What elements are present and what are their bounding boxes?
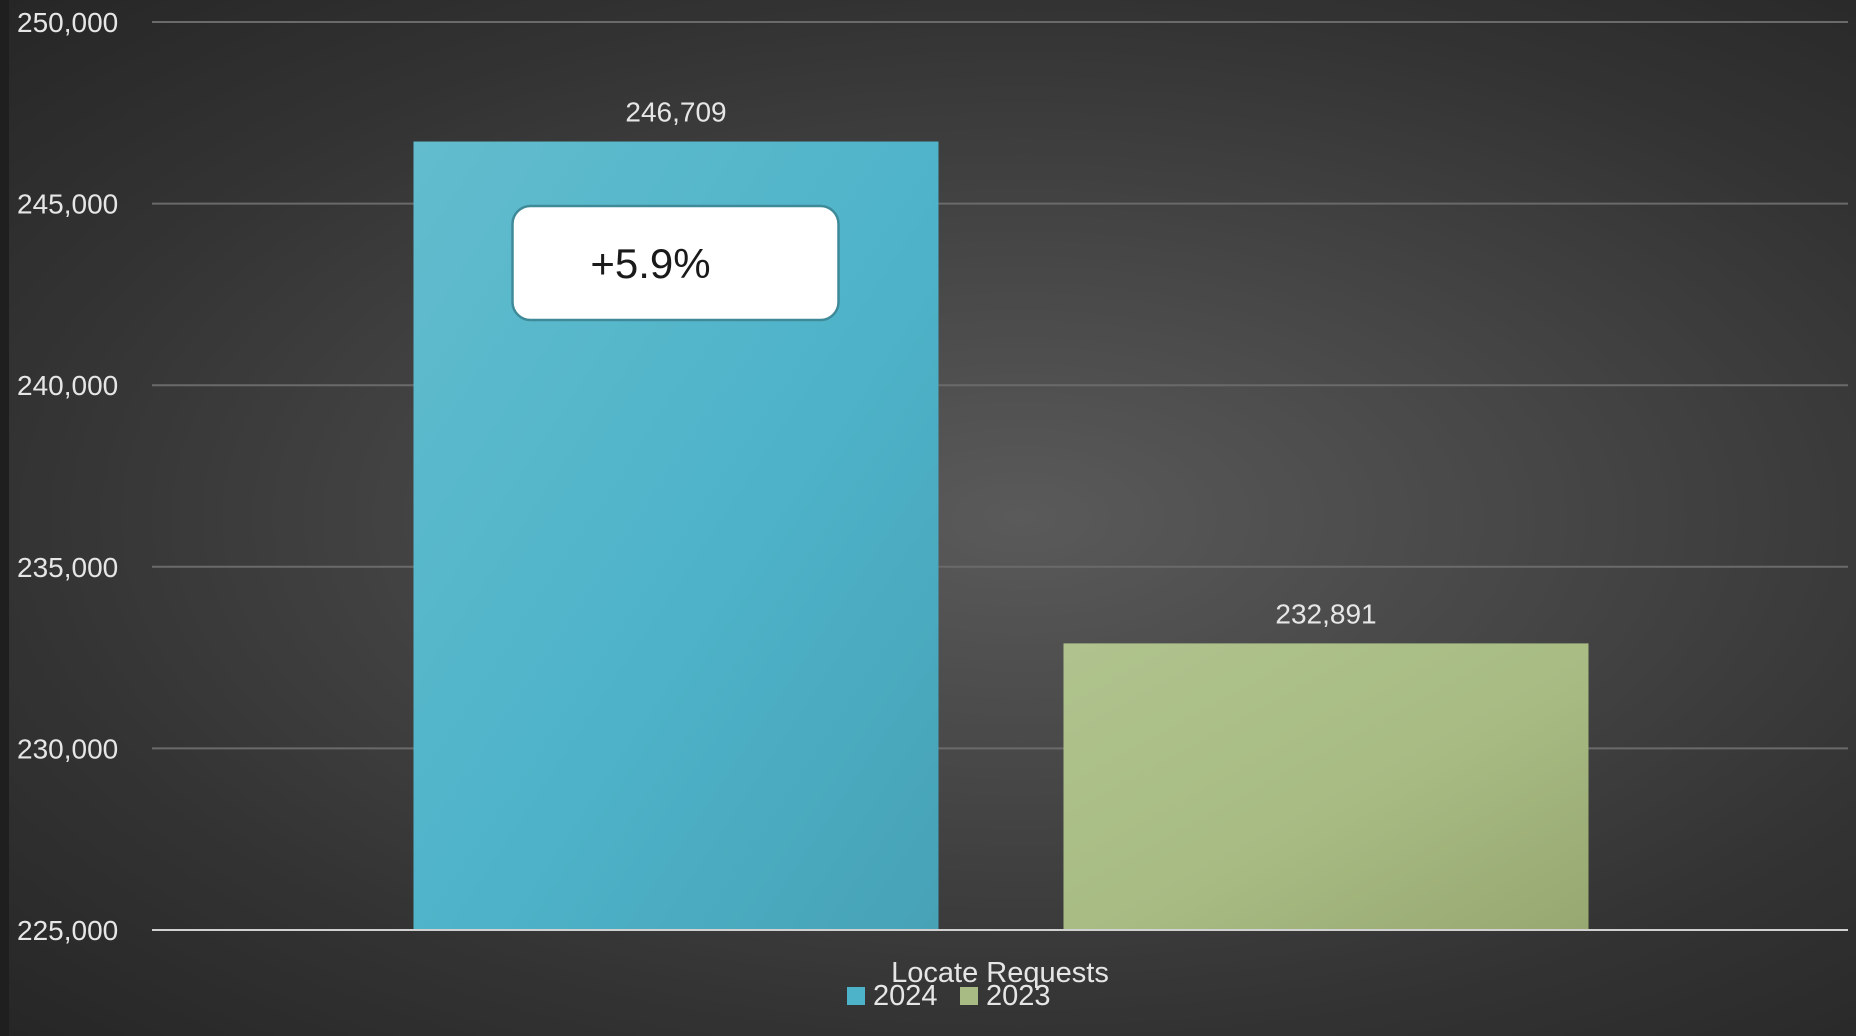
category-labels: Locate Requests xyxy=(891,957,1109,989)
legend-item-2024[interactable]: 2024 xyxy=(847,980,938,1012)
legend-item-2023[interactable]: 2023 xyxy=(960,980,1051,1012)
y-tick-label: 240,000 xyxy=(17,370,118,401)
change-callout: +5.9% xyxy=(511,204,840,322)
legend-label: 2024 xyxy=(873,980,938,1012)
y-tick-label: 250,000 xyxy=(17,7,118,38)
data-label-2024: 246,709 xyxy=(625,97,726,128)
bar-2023[interactable] xyxy=(1063,643,1589,930)
gridlines xyxy=(152,21,1848,750)
chart-left-border xyxy=(0,0,9,1036)
legend-label: 2023 xyxy=(986,980,1051,1012)
y-axis-ticks: 225,000 230,000 235,000 240,000 245,000 250,0… xyxy=(17,7,118,946)
x-category-label: Locate Requests xyxy=(891,957,1109,989)
legend-swatch xyxy=(847,987,865,1005)
callout-text: +5.9% xyxy=(590,240,710,287)
data-label-2023: 232,891 xyxy=(1275,598,1376,629)
data-labels: 246,709 232,891 xyxy=(625,97,1376,630)
y-tick-label: 235,000 xyxy=(17,552,118,583)
legend[interactable]: 2024 2023 xyxy=(847,980,1051,1012)
y-tick-label: 245,000 xyxy=(17,189,118,220)
callout-box xyxy=(511,204,840,322)
legend-swatch xyxy=(960,987,978,1005)
y-tick-label: 230,000 xyxy=(17,733,118,764)
y-tick-label: 225,000 xyxy=(17,915,118,946)
